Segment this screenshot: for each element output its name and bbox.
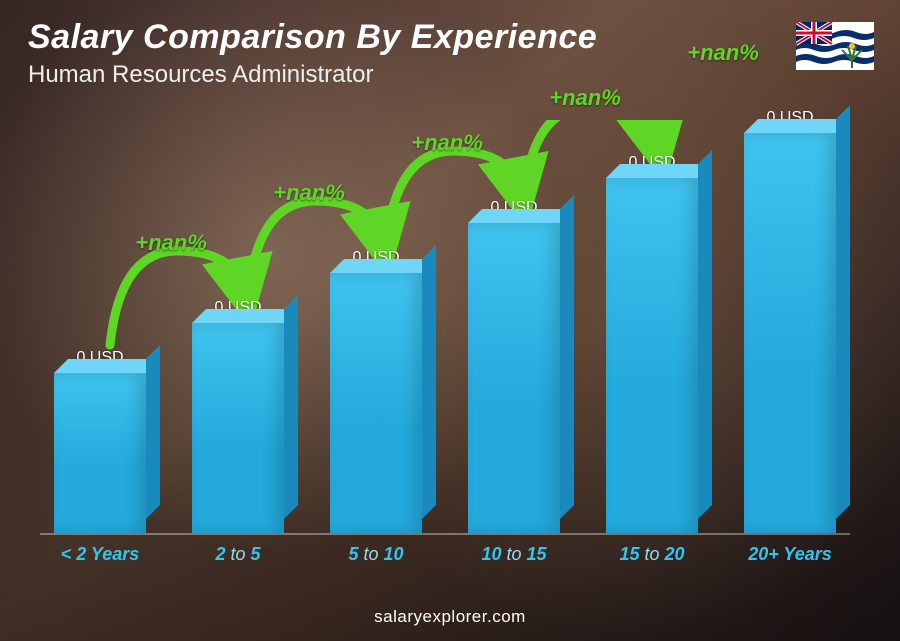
bars-container: 0 USD0 USD0 USD0 USD0 USD0 USD	[40, 120, 850, 533]
xaxis-label: 20+ Years	[730, 544, 850, 565]
bar	[468, 223, 560, 533]
bar-slot: 0 USD	[454, 199, 574, 533]
xaxis-label: 2 to 5	[178, 544, 298, 565]
country-flag	[796, 22, 874, 70]
bar-slot: 0 USD	[316, 249, 436, 533]
bar-slot: 0 USD	[730, 109, 850, 533]
bar-chart: 0 USD0 USD0 USD0 USD0 USD0 USD < 2 Years…	[40, 120, 850, 561]
pct-change-label: +nan%	[549, 85, 621, 111]
title-block: Salary Comparison By Experience Human Re…	[28, 18, 597, 89]
pct-change-label: +nan%	[273, 180, 345, 206]
infographic-stage: Salary Comparison By Experience Human Re…	[0, 0, 900, 641]
xaxis-label: 10 to 15	[454, 544, 574, 565]
pct-change-label: +nan%	[135, 230, 207, 256]
pct-change-label: +nan%	[411, 130, 483, 156]
bar	[330, 273, 422, 533]
chart-baseline	[40, 533, 850, 535]
xaxis-label: 15 to 20	[592, 544, 712, 565]
bar-slot: 0 USD	[178, 299, 298, 533]
bar	[54, 373, 146, 533]
xaxis-label: 5 to 10	[316, 544, 436, 565]
pct-change-label: +nan%	[687, 40, 759, 66]
xaxis-label: < 2 Years	[40, 544, 160, 565]
footer-credit: salaryexplorer.com	[0, 607, 900, 627]
bar	[744, 133, 836, 533]
bar-slot: 0 USD	[592, 154, 712, 533]
bar	[606, 178, 698, 533]
xaxis-labels: < 2 Years 2 to 5 5 to 10 10 to 15 15 to 20 20…	[40, 544, 850, 565]
bar-slot: 0 USD	[40, 349, 160, 533]
chart-title: Salary Comparison By Experience	[28, 18, 597, 57]
bar	[192, 323, 284, 533]
chart-subtitle: Human Resources Administrator	[28, 61, 597, 89]
